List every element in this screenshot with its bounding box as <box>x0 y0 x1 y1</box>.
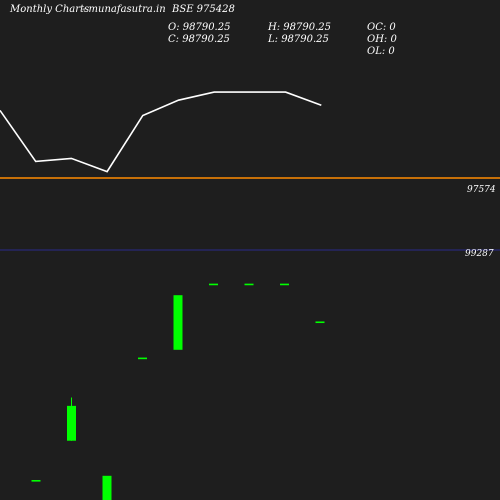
reference-label-97574: 97574 <box>467 185 496 195</box>
candle-body <box>209 283 218 286</box>
trend-line <box>0 91 322 173</box>
candle-body <box>173 295 183 350</box>
oh-value: OH: 0 <box>367 34 397 45</box>
close-value: C: 98790.25 <box>168 34 230 45</box>
oc-value: OC: 0 <box>367 22 396 33</box>
open-value: O: 98790.25 <box>168 22 231 33</box>
candle-body <box>280 283 289 286</box>
candles-group <box>31 283 325 500</box>
candle-body <box>102 475 112 500</box>
chart-brand: Monthly Charts <box>10 4 90 15</box>
low-value: L: 98790.25 <box>268 34 329 45</box>
site-name[interactable]: - munafasutra.in <box>82 4 166 15</box>
reference-label-99287: 99287 <box>465 249 494 259</box>
candle-body <box>31 480 41 482</box>
candle-body <box>244 283 254 286</box>
symbol-label: BSE 975428 <box>172 4 235 15</box>
candle-body <box>67 405 76 441</box>
candle-body <box>315 321 325 324</box>
candle-body <box>138 357 147 360</box>
high-value: H: 98790.25 <box>268 22 331 33</box>
ol-value: OL: 0 <box>367 46 395 57</box>
